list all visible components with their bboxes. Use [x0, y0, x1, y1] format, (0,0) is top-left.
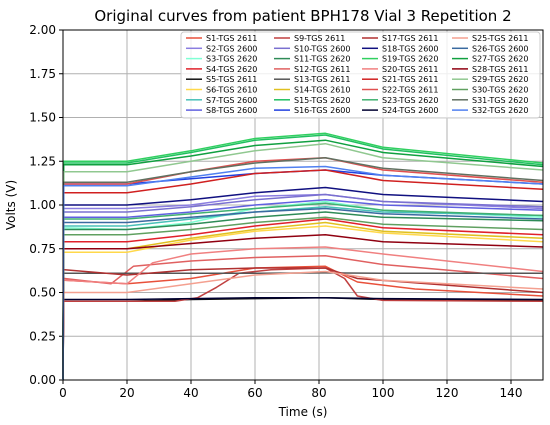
- legend-entry: S31-TGS 2620: [472, 96, 528, 105]
- x-tick-label: 40: [183, 386, 198, 400]
- y-tick-label: 0.50: [29, 286, 56, 300]
- y-tick-label: 0.75: [29, 242, 56, 256]
- legend-entry: S11-TGS 2620: [294, 55, 350, 64]
- legend-entry: S28-TGS 2611: [472, 65, 528, 74]
- legend-entry: S14-TGS 2610: [294, 86, 350, 95]
- legend-entry: S13-TGS 2611: [294, 75, 350, 84]
- legend-entry: S29-TGS 2620: [472, 75, 528, 84]
- series-line-5: [62, 297, 544, 381]
- y-tick-label: 0.00: [29, 373, 56, 387]
- y-tick-label: 1.75: [29, 67, 56, 81]
- legend-entry: S8-TGS 2600: [206, 106, 257, 115]
- legend-box: [180, 31, 541, 119]
- legend-entry: S5-TGS 2611: [206, 75, 257, 84]
- legend-entry: S18-TGS 2600: [382, 44, 438, 53]
- legend-entry: S19-TGS 2620: [382, 55, 438, 64]
- legend-entry: S2-TGS 2600: [206, 44, 257, 53]
- x-axis-ticks: 0 20 40 60 80 100 120 140: [59, 380, 522, 400]
- legend-entry: S17-TGS 2611: [382, 34, 438, 43]
- legend-entry: S23-TGS 2620: [382, 96, 438, 105]
- series-line-27: [62, 139, 544, 381]
- y-tick-label: 2.00: [29, 23, 56, 37]
- series-line-13: [62, 272, 543, 381]
- x-tick-label: 0: [59, 386, 67, 400]
- legend-entry: S27-TGS 2620: [472, 55, 528, 64]
- legend-entry: S25-TGS 2611: [472, 34, 528, 43]
- legend-entry: S32-TGS 2620: [472, 106, 528, 115]
- legend-entry: S21-TGS 2611: [382, 75, 438, 84]
- series-line-24: [62, 297, 544, 381]
- series-line-29: [62, 142, 544, 381]
- plot-frame: [62, 29, 544, 381]
- x-tick-label: 80: [311, 386, 326, 400]
- legend-entry: S10-TGS 2600: [294, 44, 350, 53]
- legend-entry: S15-TGS 2620: [294, 96, 350, 105]
- legend-entry: S24-TGS 2600: [382, 106, 438, 115]
- chart-title: Original curves from patient BPH178 Vial…: [94, 7, 511, 25]
- x-tick-label: 20: [119, 386, 134, 400]
- legend-entry: S30-TGS 2620: [472, 86, 528, 95]
- legend-entry: S26-TGS 2600: [472, 44, 528, 53]
- x-tick-label: 100: [372, 386, 395, 400]
- series-line-7: [62, 206, 544, 381]
- legend-entry: S3-TGS 2620: [206, 55, 257, 64]
- legend-entry: S6-TGS 2610: [206, 86, 257, 95]
- x-tick-label: 60: [247, 386, 262, 400]
- y-tick-label: 1.00: [29, 198, 56, 212]
- y-axis-label: Volts (V): [4, 180, 18, 230]
- y-tick-label: 0.25: [29, 329, 56, 343]
- series-line-32: [62, 165, 544, 381]
- series-line-31: [62, 157, 544, 381]
- legend-entry: S1-TGS 2611: [206, 34, 257, 43]
- x-tick-label: 120: [436, 386, 459, 400]
- legend-entry: S4-TGS 2620: [206, 65, 257, 74]
- legend-entry: S12-TGS 2611: [294, 65, 350, 74]
- y-axis-ticks: 0.00 0.25 0.50 0.75 1.00 1.25 1.50 1.75 2.00: [29, 23, 63, 387]
- y-tick-label: 1.25: [29, 154, 56, 168]
- legend-entry: S9-TGS 2611: [294, 34, 345, 43]
- x-axis-label: Time (s): [278, 405, 328, 419]
- legend-entry: S16-TGS 2600: [294, 106, 350, 115]
- legend-entry: S22-TGS 2611: [382, 86, 438, 95]
- series-line-1: [62, 265, 544, 381]
- legend-entry: S7-TGS 2600: [206, 96, 257, 105]
- x-tick-label: 140: [500, 386, 523, 400]
- legend-entry: S20-TGS 2611: [382, 65, 438, 74]
- series-group: [62, 132, 544, 381]
- y-tick-label: 1.50: [29, 111, 56, 125]
- series-line-19: [62, 132, 544, 381]
